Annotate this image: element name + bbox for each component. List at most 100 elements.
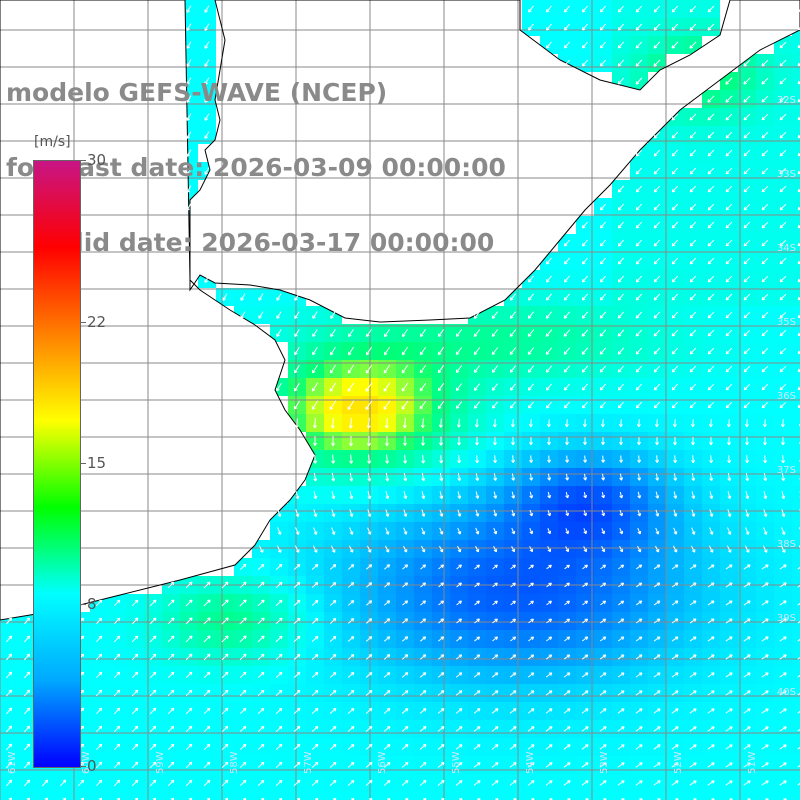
wind-arrow: [257, 563, 265, 571]
wind-arrow: [779, 203, 787, 211]
wind-arrow-head: [98, 617, 102, 620]
wind-arrow: [743, 383, 751, 391]
wind-arrow-head: [279, 513, 282, 517]
wind-speed-cell: [792, 54, 800, 72]
wind-arrow-head: [636, 370, 640, 373]
wind-arrow-head: [779, 298, 784, 301]
wind-arrow: [6, 617, 12, 625]
wind-arrow: [671, 726, 679, 732]
wind-arrow-head: [600, 46, 604, 49]
wind-arrow: [475, 527, 479, 535]
wind-arrow: [761, 113, 769, 121]
wind-arrow-head: [152, 725, 156, 728]
wind-arrow: [257, 761, 265, 769]
wind-arrow: [618, 582, 624, 588]
wind-arrow: [653, 618, 661, 624]
wind-arrow: [383, 726, 391, 732]
wind-arrow-head: [206, 671, 210, 674]
wind-arrow: [529, 509, 533, 517]
wind-arrow: [455, 762, 463, 768]
wind-arrow: [203, 599, 211, 607]
wind-arrow: [474, 654, 480, 660]
wind-arrow: [473, 762, 481, 768]
wind-arrow-head: [726, 244, 730, 247]
wind-arrow: [779, 95, 787, 103]
wind-speed-cell: [90, 792, 108, 800]
wind-arrow: [599, 744, 607, 750]
wind-arrow: [528, 401, 534, 409]
wind-arrow: [779, 59, 787, 67]
wind-arrow-head: [761, 64, 766, 67]
wind-arrow: [387, 798, 391, 800]
wind-arrow: [239, 779, 247, 787]
wind-arrow: [727, 527, 731, 535]
wind-speed-cell: [162, 792, 180, 800]
wind-arrow: [635, 149, 643, 157]
wind-arrow-head: [618, 10, 622, 13]
wind-arrow: [257, 671, 265, 679]
wind-arrow: [221, 689, 229, 697]
wind-arrow: [365, 618, 373, 624]
wind-arrow: [419, 690, 427, 696]
wind-arrow-head: [762, 334, 766, 337]
wind-arrow: [257, 725, 265, 733]
wind-arrow-head: [204, 82, 208, 85]
wind-arrow: [779, 239, 787, 247]
coastline: [0, 0, 800, 621]
wind-arrow: [492, 618, 498, 624]
wind-arrow: [312, 545, 318, 553]
wind-arrow-head: [116, 653, 120, 656]
wind-arrow: [583, 528, 587, 534]
wind-arrow: [117, 797, 121, 800]
wind-arrow-head: [350, 564, 354, 566]
wind-arrow: [546, 564, 552, 570]
wind-arrow: [457, 545, 461, 553]
wind-arrow: [763, 491, 767, 499]
wind-arrow: [185, 581, 193, 589]
wind-arrow-head: [779, 208, 784, 211]
wind-arrow: [512, 455, 514, 463]
wind-arrow-head: [314, 442, 317, 446]
wind-arrow-head: [296, 761, 300, 764]
wind-arrow: [566, 455, 568, 463]
wind-arrow: [548, 419, 550, 427]
wind-arrow-head: [261, 635, 265, 638]
wind-arrow: [315, 798, 319, 800]
wind-arrow: [727, 473, 731, 481]
wind-arrow: [475, 491, 479, 499]
wind-arrow: [564, 293, 570, 301]
wind-arrow: [690, 545, 696, 553]
wind-arrow: [779, 293, 787, 301]
wind-arrow-head: [654, 370, 658, 373]
wind-arrow: [564, 41, 570, 49]
wind-arrow-head: [456, 388, 460, 391]
wind-arrow: [779, 365, 787, 373]
wind-arrow: [167, 653, 175, 661]
wind-arrow-head: [278, 707, 282, 710]
wind-arrow: [689, 257, 697, 265]
wind-arrow: [276, 545, 282, 553]
wind-arrow: [653, 762, 661, 768]
wind-arrow: [725, 672, 733, 678]
wind-arrow-head: [744, 154, 748, 157]
wind-arrow-head: [98, 635, 102, 638]
wind-arrow: [474, 600, 480, 606]
wind-arrow: [581, 780, 589, 786]
wind-arrow-head: [600, 316, 604, 319]
wind-arrow: [492, 564, 498, 570]
wind-arrow: [293, 564, 301, 570]
wind-arrow-head: [348, 353, 352, 356]
wind-arrow: [349, 472, 353, 482]
wind-arrow: [456, 636, 462, 642]
wind-arrow-head: [314, 725, 318, 728]
wind-arrow: [761, 365, 769, 373]
wind-arrow-head: [636, 406, 640, 409]
wind-arrow: [293, 672, 301, 678]
wind-arrow: [131, 743, 139, 751]
wind-arrow-head: [531, 477, 534, 481]
wind-arrow-head: [618, 208, 622, 211]
wind-speed-cell: [198, 792, 216, 800]
wind-arrow: [401, 364, 409, 374]
wind-arrow-head: [278, 581, 283, 584]
wind-arrow-head: [725, 100, 729, 103]
